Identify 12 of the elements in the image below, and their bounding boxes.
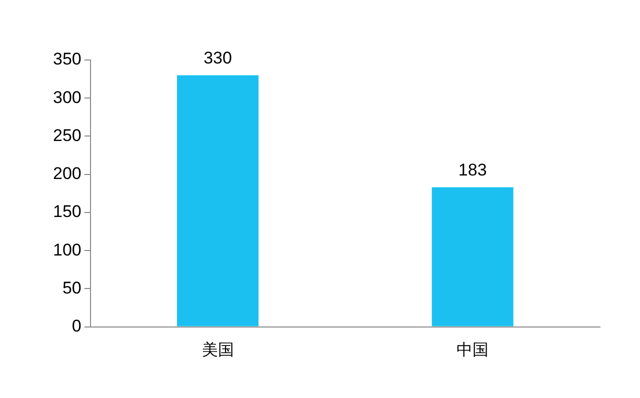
x-tick-label: 美国	[202, 340, 234, 359]
data-label: 330	[204, 48, 232, 68]
y-tick-label: 300	[52, 88, 82, 107]
x-tick-label: 中国	[456, 340, 489, 359]
y-tick-label: 150	[52, 202, 82, 222]
y-tick-label: 100	[52, 240, 82, 260]
y-tick-label: 50	[62, 278, 82, 298]
y-tick-label: 250	[52, 126, 82, 145]
y-tick-label: 0	[72, 316, 82, 336]
y-tick-label: 200	[52, 164, 82, 184]
y-tick-label: 350	[52, 50, 82, 69]
data-label: 183	[458, 160, 487, 180]
